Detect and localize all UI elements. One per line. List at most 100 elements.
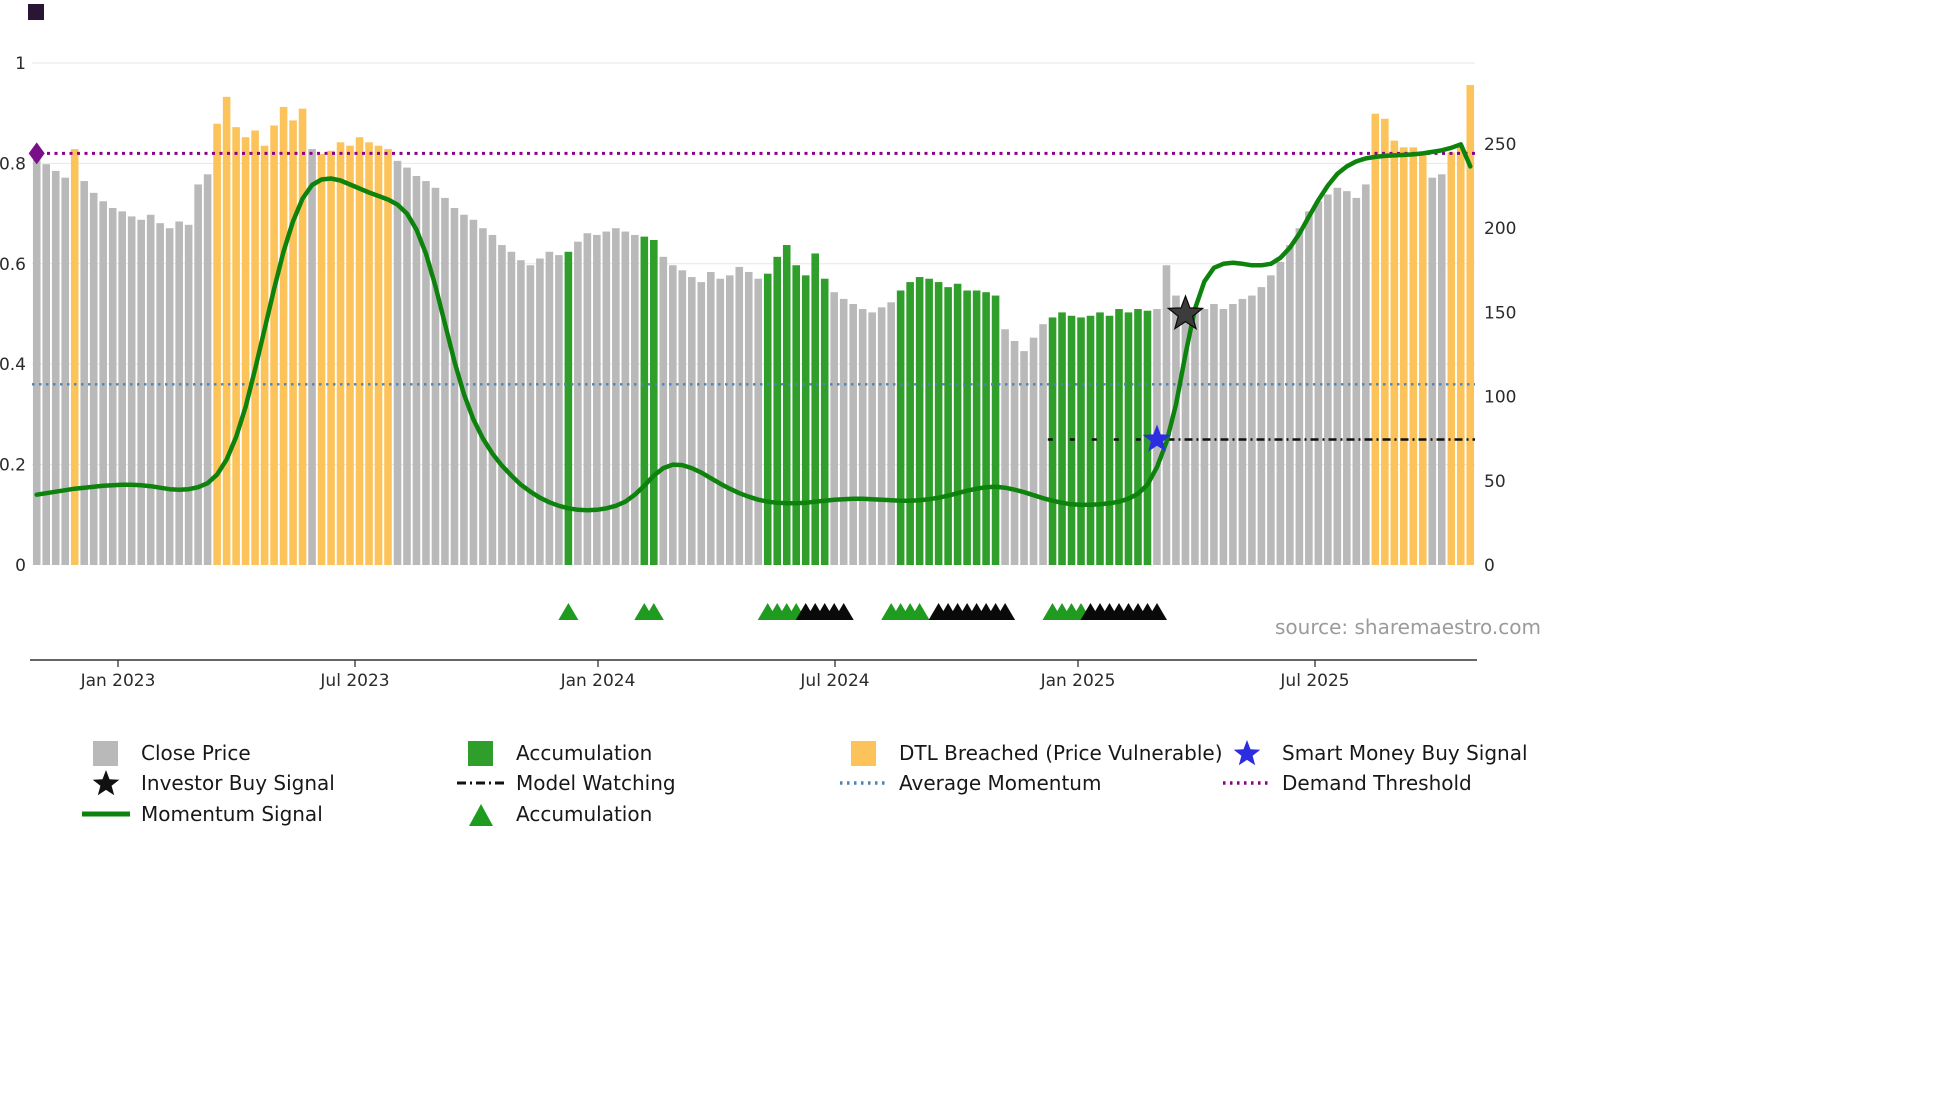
legend-label-model-watching: Model Watching bbox=[516, 771, 676, 795]
price-bar bbox=[488, 234, 497, 565]
price-bar bbox=[1029, 337, 1038, 565]
price-bar bbox=[393, 160, 402, 565]
price-bar bbox=[1295, 228, 1304, 565]
price-bar bbox=[953, 283, 962, 565]
legend-label-momentum-signal: Momentum Signal bbox=[141, 802, 323, 826]
price-bar bbox=[222, 96, 231, 565]
price-bar bbox=[555, 255, 563, 565]
price-bar bbox=[346, 145, 354, 565]
price-bar bbox=[991, 295, 1000, 565]
close-price-marker-icon bbox=[80, 738, 132, 768]
x-axis-label: Jul 2023 bbox=[319, 671, 389, 691]
legend-item-dtl-breached: DTL Breached (Price Vulnerable) bbox=[838, 738, 1223, 768]
price-bar bbox=[1466, 85, 1475, 565]
source-attribution: source: sharemaestro.com bbox=[1275, 615, 1541, 639]
watch-triangle-marker bbox=[1147, 603, 1167, 620]
price-bar bbox=[108, 207, 117, 566]
price-bar bbox=[232, 127, 240, 565]
investor-buy-signal-marker-icon bbox=[80, 768, 132, 798]
price-bar bbox=[896, 290, 905, 565]
price-bar bbox=[165, 228, 174, 565]
price-bar bbox=[1210, 303, 1218, 565]
price-bar bbox=[858, 309, 867, 565]
price-bar bbox=[526, 265, 535, 565]
price-bar bbox=[621, 231, 630, 565]
momentum-signal-line bbox=[34, 142, 1473, 513]
price-bar bbox=[640, 236, 649, 565]
price-bar bbox=[754, 278, 763, 565]
price-bar bbox=[1352, 197, 1361, 565]
price-bar bbox=[934, 282, 943, 565]
price-bar bbox=[963, 290, 971, 565]
price-bar bbox=[317, 154, 326, 565]
legend-item-accumulation-bar: Accumulation bbox=[455, 738, 652, 768]
top-left-marker bbox=[28, 4, 44, 20]
momentum-signal-marker-icon bbox=[80, 799, 132, 829]
price-momentum-chart: Jan 2023 Jul 2023 Jan 2024 Jul 2024 Jan 2025… bbox=[0, 4, 1516, 691]
price-bar bbox=[1096, 312, 1104, 565]
price-bar bbox=[1010, 341, 1019, 565]
price-bar bbox=[688, 277, 696, 565]
price-bar bbox=[1181, 303, 1190, 565]
price-bars bbox=[32, 85, 1475, 566]
price-bar bbox=[877, 307, 886, 565]
y-axis-right-label: 50 bbox=[1484, 472, 1506, 492]
price-bar bbox=[146, 214, 155, 566]
y-axis-left-label: 0.2 bbox=[0, 456, 26, 476]
legend-label-accumulation-triangle: Accumulation bbox=[516, 802, 653, 826]
price-bar bbox=[725, 275, 734, 565]
price-bar bbox=[1077, 317, 1085, 565]
price-bar bbox=[70, 149, 79, 566]
price-bar bbox=[697, 282, 706, 565]
price-bar bbox=[517, 260, 525, 565]
price-bar bbox=[782, 245, 791, 566]
legend-item-smart-money-buy-signal: Smart Money Buy Signal bbox=[1221, 738, 1528, 768]
price-bar bbox=[89, 192, 98, 565]
price-bar bbox=[1162, 265, 1171, 565]
price-bar bbox=[251, 130, 259, 565]
price-bar bbox=[260, 145, 269, 565]
price-bar bbox=[441, 197, 449, 565]
price-bar bbox=[1001, 329, 1009, 565]
price-bar bbox=[868, 312, 876, 565]
price-bar bbox=[1305, 211, 1313, 566]
y-axis-left-label: 0.8 bbox=[0, 154, 26, 174]
y-axis-right-label: 250 bbox=[1484, 135, 1516, 155]
legend-item-momentum-signal: Momentum Signal bbox=[80, 799, 323, 829]
price-bar bbox=[184, 224, 193, 565]
price-bar bbox=[1105, 315, 1114, 565]
price-bar bbox=[384, 149, 392, 566]
price-bar bbox=[308, 149, 316, 566]
price-bar bbox=[1124, 312, 1133, 565]
price-bar bbox=[801, 275, 810, 565]
price-bar bbox=[213, 123, 221, 565]
price-bar bbox=[887, 302, 895, 565]
price-bar bbox=[830, 292, 838, 565]
price-bar bbox=[1447, 152, 1456, 566]
x-axis-label: Jan 2025 bbox=[1040, 671, 1116, 691]
legend-item-accumulation-triangle: Accumulation bbox=[455, 799, 652, 829]
star-icon bbox=[92, 770, 120, 796]
price-bar bbox=[507, 251, 516, 565]
y-axis-right-label: 200 bbox=[1484, 219, 1516, 239]
price-bar bbox=[279, 106, 288, 565]
price-bar bbox=[450, 207, 459, 566]
price-bar bbox=[61, 177, 70, 565]
x-axis-label: Jan 2023 bbox=[80, 671, 156, 691]
price-bar bbox=[925, 278, 933, 565]
price-bar bbox=[735, 266, 744, 565]
price-bar bbox=[203, 174, 212, 565]
price-bar bbox=[1428, 177, 1437, 565]
price-bar bbox=[327, 150, 335, 566]
demand-threshold-marker-icon bbox=[1221, 768, 1273, 798]
y-axis-left-label: 0 bbox=[15, 556, 26, 576]
price-bar bbox=[849, 303, 857, 565]
price-bar bbox=[1229, 303, 1237, 565]
price-bar bbox=[915, 277, 924, 565]
price-bar bbox=[118, 211, 126, 566]
dtl-breached-marker-icon bbox=[838, 738, 890, 768]
price-bar bbox=[583, 233, 592, 565]
legend-label-dtl-breached: DTL Breached (Price Vulnerable) bbox=[899, 741, 1223, 765]
price-bar bbox=[536, 258, 544, 565]
